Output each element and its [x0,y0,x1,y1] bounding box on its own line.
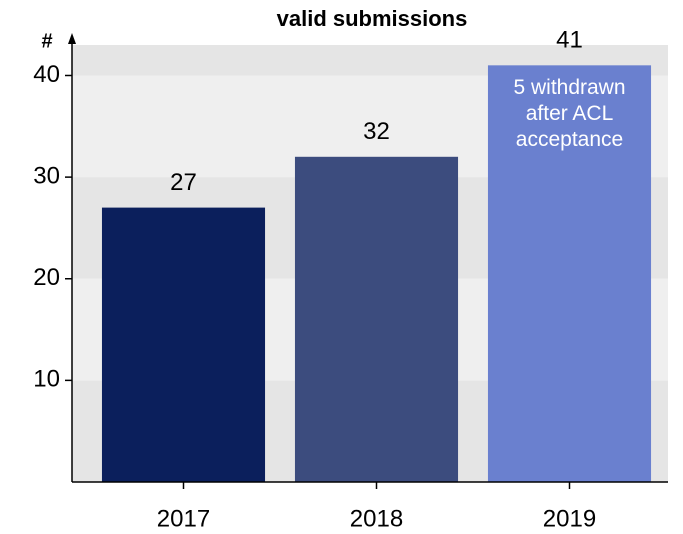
bar [101,207,266,482]
x-tick-label: 2019 [543,505,596,532]
annotation: 5 withdrawn [513,76,625,99]
x-tick-label: 2018 [350,505,403,532]
y-tick-label: 40 [33,61,60,88]
value-label: 41 [556,27,583,54]
annotation: after ACL [526,102,614,125]
y-tick-label: 10 [33,366,60,393]
annotation: acceptance [516,128,623,151]
y-tick-label: 20 [33,264,60,291]
value-label: 27 [170,169,197,196]
bar [487,65,652,482]
bar [294,156,459,482]
value-label: 32 [363,118,390,145]
x-tick-label: 2017 [157,505,210,532]
y-axis-arrow [68,33,76,44]
y-tick-label: 30 [33,162,60,189]
y-axis-label: # [41,30,52,52]
chart-title: valid submissions [277,6,468,31]
